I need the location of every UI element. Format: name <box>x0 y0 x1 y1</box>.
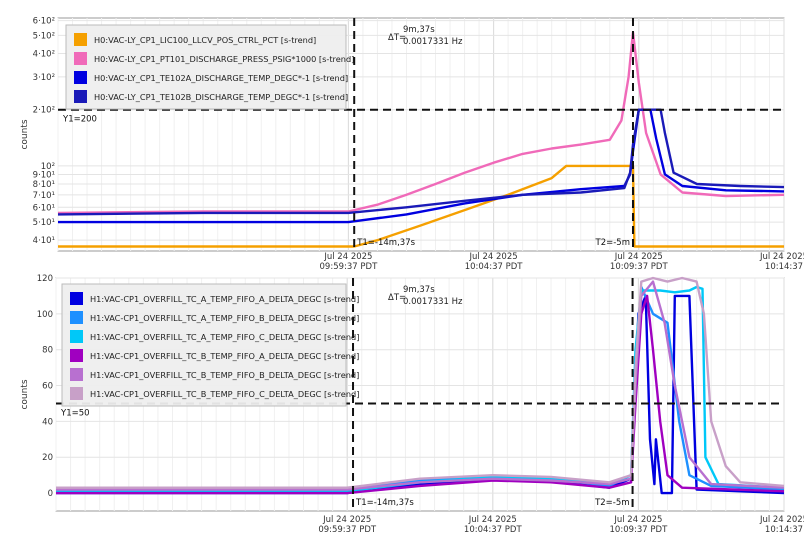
legend-box <box>61 283 347 407</box>
series-line-5 <box>56 276 785 489</box>
t1-cursor-label: T1=-14m,37s <box>355 498 414 508</box>
legend-entry: H1:VAC-CP1_OVERFILL_TC_A_TEMP_FIFO_C_DEL… <box>90 332 359 342</box>
legend-entry: H0:VAC-LY_CP1_LIC100_LLCV_POS_CTRL_PCT [… <box>94 35 316 45</box>
y-tick-label: 5·10² <box>33 31 55 41</box>
y-tick-label: 80 <box>42 346 53 356</box>
t2-cursor-label: T2=-5m <box>595 238 630 248</box>
x-tick-label-time: 10:14:37 <box>765 262 803 272</box>
x-tick-label-time: 09:59:37 PDT <box>318 525 377 535</box>
delta-time: 9m,37s <box>403 25 435 35</box>
legend-swatch[interactable] <box>70 292 83 305</box>
legend-box <box>65 24 347 110</box>
legend-swatch[interactable] <box>70 368 83 381</box>
delta-label: ΔT= <box>388 33 406 43</box>
legend-swatch[interactable] <box>74 52 87 65</box>
y-tick-label: 60 <box>42 382 53 392</box>
legend-entry: H0:VAC-LY_CP1_TE102A_DISCHARGE_TEMP_DEGC… <box>94 73 348 83</box>
y-tick-label: 6·10¹ <box>33 203 55 213</box>
x-tick-label-date: Jul 24 2025 <box>469 252 518 262</box>
y1-cursor-label: Y1=200 <box>62 115 97 125</box>
x-tick-label-date: Jul 24 2025 <box>323 252 372 262</box>
y-tick-label: 2·10² <box>33 106 55 116</box>
legend-swatch[interactable] <box>70 311 83 324</box>
legend-swatch[interactable] <box>74 90 87 103</box>
y-tick-label: 8·10¹ <box>33 180 55 190</box>
y-tick-label: 120 <box>37 274 53 284</box>
x-tick-label-time: 10:14:37 <box>765 525 803 535</box>
x-tick-label-time: 09:59:37 PDT <box>320 262 379 272</box>
t2-cursor-label: T2=-5m <box>594 498 629 508</box>
x-tick-label-time: 10:09:37 PDT <box>610 525 669 535</box>
y-tick-label: 20 <box>42 453 53 463</box>
y-axis-label: counts <box>20 379 30 409</box>
delta-time: 9m,37s <box>403 285 435 295</box>
legend-entry: H0:VAC-LY_CP1_PT101_DISCHARGE_PRESS_PSIG… <box>94 54 354 64</box>
t1-cursor-label: T1=-14m,37s <box>356 238 415 248</box>
x-tick-label-time: 10:04:37 PDT <box>465 262 524 272</box>
y-tick-label: 9·10¹ <box>33 170 55 180</box>
y-axis-label: counts <box>20 119 30 149</box>
x-tick-label-date: Jul 24 2025 <box>614 252 663 262</box>
delta-frequency: 0.0017331 Hz <box>403 297 463 307</box>
y-tick-label: 100 <box>37 310 53 320</box>
y-tick-label: 3·10² <box>33 73 55 83</box>
y-tick-label: 4·10² <box>33 50 55 60</box>
x-tick-label-date: Jul 24 2025 <box>322 515 371 525</box>
x-tick-label-date: Jul 24 2025 <box>759 252 804 262</box>
delta-frequency: 0.0017331 Hz <box>403 37 463 47</box>
delta-label: ΔT= <box>388 293 406 303</box>
x-tick-label-date: Jul 24 2025 <box>468 515 517 525</box>
legend-entry: H1:VAC-CP1_OVERFILL_TC_B_TEMP_FIFO_B_DEL… <box>90 370 359 380</box>
x-tick-label-date: Jul 24 2025 <box>613 515 662 525</box>
legend-swatch[interactable] <box>70 349 83 362</box>
y-tick-label: 40 <box>42 417 53 427</box>
legend-entry: H1:VAC-CP1_OVERFILL_TC_A_TEMP_FIFO_B_DEL… <box>90 313 359 323</box>
legend-entry: H0:VAC-LY_CP1_TE102B_DISCHARGE_TEMP_DEGC… <box>94 92 348 102</box>
legend-entry: H1:VAC-CP1_OVERFILL_TC_A_TEMP_FIFO_A_DEL… <box>90 294 359 304</box>
legend-entry: H1:VAC-CP1_OVERFILL_TC_B_TEMP_FIFO_A_DEL… <box>90 351 359 361</box>
y-tick-label: 6·10² <box>33 17 55 27</box>
y-tick-label: 0 <box>48 489 53 499</box>
x-tick-label-time: 10:04:37 PDT <box>464 525 523 535</box>
series-line-1 <box>57 31 785 215</box>
legend-swatch[interactable] <box>74 33 87 46</box>
series-line-3 <box>57 108 785 216</box>
legend-swatch[interactable] <box>70 387 83 400</box>
y-tick-label: 5·10¹ <box>33 218 55 228</box>
legend-entry: H1:VAC-CP1_OVERFILL_TC_B_TEMP_FIFO_C_DEL… <box>90 389 359 399</box>
y1-cursor-label: Y1=50 <box>60 408 90 418</box>
x-tick-label-date: Jul 24 2025 <box>759 515 804 525</box>
x-tick-label-time: 10:09:37 PDT <box>610 262 669 272</box>
y-tick-label: 4·10¹ <box>33 236 55 246</box>
legend-swatch[interactable] <box>70 330 83 343</box>
y-tick-label: 7·10¹ <box>33 191 55 201</box>
legend-swatch[interactable] <box>74 71 87 84</box>
y-tick-label: 10² <box>41 162 55 172</box>
